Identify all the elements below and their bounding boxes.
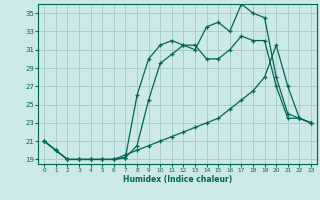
X-axis label: Humidex (Indice chaleur): Humidex (Indice chaleur) bbox=[123, 175, 232, 184]
